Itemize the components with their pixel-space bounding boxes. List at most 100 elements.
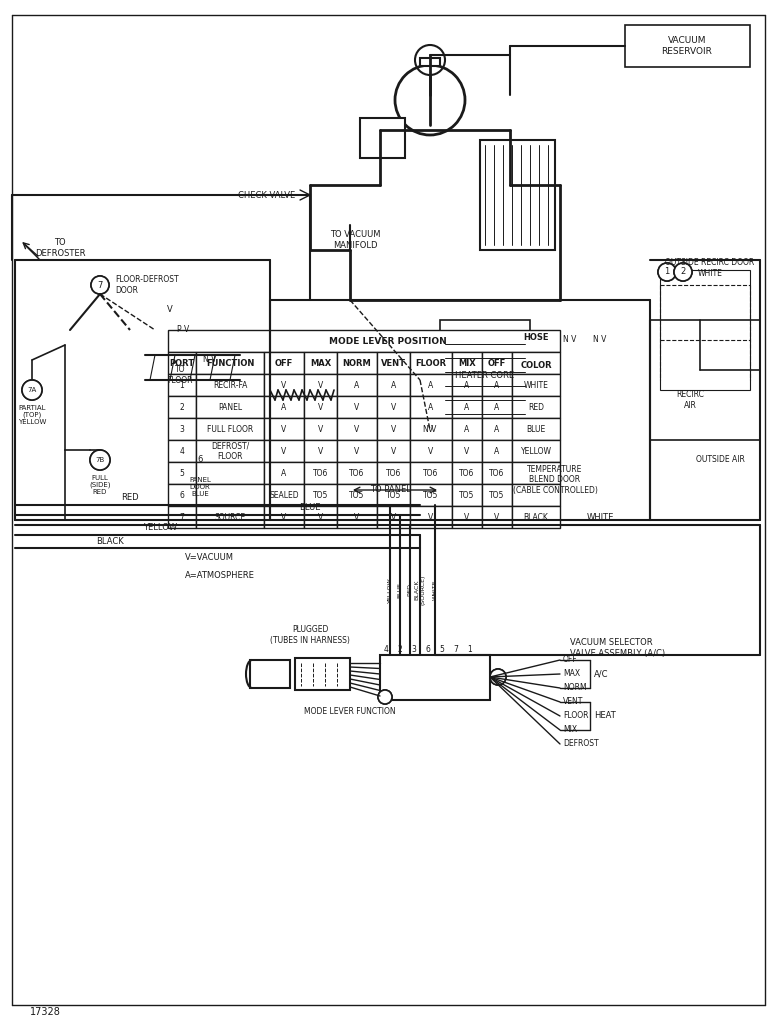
Text: V: V — [355, 446, 359, 455]
Bar — [264, 462, 304, 484]
Text: FULL FLOOR: FULL FLOOR — [207, 425, 253, 434]
Bar — [482, 506, 512, 528]
Text: A: A — [465, 402, 469, 411]
Text: NORM: NORM — [563, 683, 587, 693]
Bar — [264, 506, 304, 528]
Bar — [168, 440, 196, 462]
Bar — [482, 484, 512, 506]
Bar — [512, 440, 560, 462]
Text: V: V — [465, 513, 469, 522]
Text: 1: 1 — [180, 381, 184, 390]
Circle shape — [90, 450, 110, 470]
Bar — [304, 352, 337, 374]
Text: A: A — [281, 469, 287, 478]
Text: TO6: TO6 — [313, 469, 328, 478]
Text: NORM: NORM — [343, 358, 372, 367]
Bar — [337, 418, 377, 440]
Bar — [360, 118, 405, 158]
Text: TO6: TO6 — [459, 469, 475, 478]
Text: WHITE: WHITE — [587, 514, 614, 523]
Text: TO
FLOOR: TO FLOOR — [167, 365, 193, 385]
Text: BLACK
(SOURCE): BLACK (SOURCE) — [415, 575, 426, 606]
Text: 2: 2 — [398, 646, 402, 655]
Text: HEAT: HEAT — [594, 712, 615, 720]
Text: 7A: 7A — [27, 387, 37, 393]
Text: TO5: TO5 — [423, 490, 439, 499]
Bar — [410, 462, 452, 484]
Text: N V: N V — [594, 336, 607, 345]
Bar — [337, 352, 377, 374]
Circle shape — [190, 450, 210, 470]
Bar — [168, 418, 196, 440]
Bar — [452, 506, 482, 528]
Text: A: A — [494, 381, 500, 390]
Text: SOURCE: SOURCE — [215, 513, 245, 522]
Bar — [304, 440, 337, 462]
Text: 3: 3 — [412, 646, 416, 655]
Text: TO6: TO6 — [423, 469, 439, 478]
Text: TO PANEL: TO PANEL — [369, 486, 411, 494]
Circle shape — [658, 263, 676, 281]
Bar — [410, 352, 452, 374]
Text: BLACK: BLACK — [96, 536, 124, 545]
Text: V: V — [390, 425, 396, 434]
Text: A/C: A/C — [594, 669, 608, 678]
Bar — [482, 440, 512, 462]
Text: BLUE: BLUE — [299, 503, 321, 513]
Bar — [250, 660, 290, 688]
Text: A: A — [494, 425, 500, 434]
Text: PANEL
DOOR
BLUE: PANEL DOOR BLUE — [189, 477, 211, 497]
Bar — [625, 25, 750, 66]
Text: P V: P V — [177, 325, 189, 335]
Bar — [440, 320, 530, 430]
Bar — [482, 418, 512, 440]
Bar — [377, 418, 410, 440]
Circle shape — [22, 380, 42, 400]
Bar — [452, 440, 482, 462]
Text: V: V — [318, 381, 323, 390]
Bar — [168, 396, 196, 418]
Bar — [168, 330, 560, 352]
Text: HEATER CORE: HEATER CORE — [455, 370, 515, 380]
Text: OUTSIDE RECIRC DOOR
WHITE: OUTSIDE RECIRC DOOR WHITE — [665, 258, 754, 277]
Text: V: V — [428, 425, 433, 434]
Text: BLACK: BLACK — [523, 513, 548, 522]
Text: HOSE: HOSE — [523, 333, 549, 343]
Text: 2: 2 — [180, 402, 184, 411]
Bar — [337, 506, 377, 528]
Bar — [337, 440, 377, 462]
Bar — [452, 462, 482, 484]
Text: TO
DEFROSTER: TO DEFROSTER — [34, 238, 85, 258]
Bar — [380, 655, 490, 700]
Text: VACUUM SELECTOR
VALVE ASSEMBLY (A/C): VACUUM SELECTOR VALVE ASSEMBLY (A/C) — [570, 638, 665, 658]
Bar — [168, 352, 196, 374]
Bar — [304, 484, 337, 506]
Text: YELLOW: YELLOW — [520, 446, 551, 455]
Bar — [304, 374, 337, 396]
Text: A: A — [494, 446, 500, 455]
Bar — [196, 484, 264, 506]
Circle shape — [674, 263, 692, 281]
Text: A: A — [465, 381, 469, 390]
Bar — [512, 506, 560, 528]
Bar — [420, 58, 440, 66]
Circle shape — [674, 263, 692, 281]
Text: FLOOR: FLOOR — [563, 712, 589, 720]
Bar — [196, 506, 264, 528]
Text: WHITE: WHITE — [523, 381, 548, 390]
Bar — [377, 374, 410, 396]
Text: 6: 6 — [180, 490, 184, 499]
Text: DEFROST: DEFROST — [563, 740, 598, 749]
Text: V: V — [318, 425, 323, 434]
Text: 1: 1 — [665, 267, 669, 276]
Text: RED: RED — [121, 493, 139, 502]
Text: RED: RED — [408, 583, 412, 596]
Bar — [452, 418, 482, 440]
Bar — [264, 396, 304, 418]
Bar — [304, 462, 337, 484]
Text: WHITE: WHITE — [433, 580, 437, 601]
Bar — [512, 418, 560, 440]
Text: 6: 6 — [198, 455, 203, 464]
Text: 7: 7 — [98, 280, 102, 290]
Text: TO5: TO5 — [459, 490, 475, 499]
